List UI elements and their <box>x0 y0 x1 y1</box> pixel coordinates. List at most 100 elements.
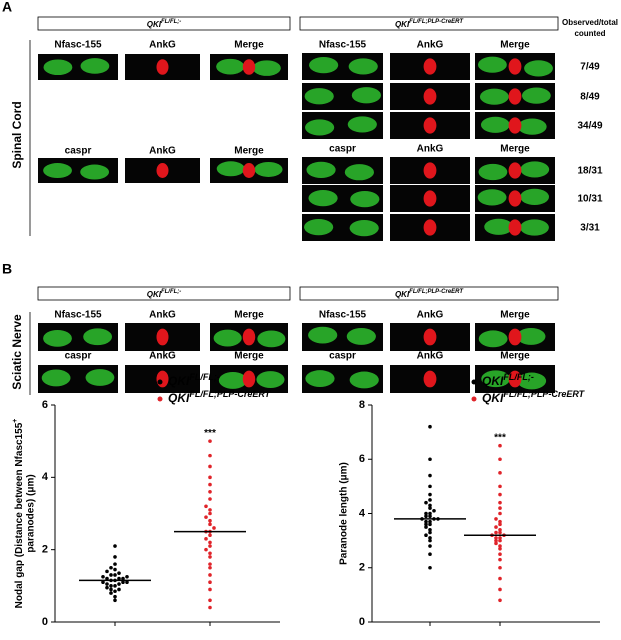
green-signal <box>349 219 379 237</box>
data-dot <box>498 443 502 448</box>
green-signal <box>481 370 511 388</box>
allele: FL/FL;PLP-CreERT <box>409 19 464 25</box>
y-label-part: Nodal gap (Distance between Nfasc155 <box>14 422 25 608</box>
green-signal <box>305 370 335 387</box>
channel-label: AnkG <box>149 40 176 51</box>
genotype-box <box>37 16 291 31</box>
channel-label: AnkG <box>417 310 444 321</box>
gene: QKI <box>395 20 410 29</box>
green-signal <box>213 329 242 347</box>
data-dot <box>428 536 432 540</box>
green-signal <box>252 60 281 76</box>
data-dot <box>105 585 109 590</box>
data-dot <box>428 492 432 497</box>
data-dot <box>208 598 212 603</box>
green-signal <box>346 328 376 345</box>
gene: QKI <box>147 20 162 29</box>
channel-label: Merge <box>234 310 264 321</box>
data-dot <box>498 538 502 543</box>
green-signal <box>516 328 546 345</box>
red-signal <box>242 370 256 388</box>
data-dot <box>494 541 498 546</box>
data-dot <box>208 580 212 585</box>
y-tick-label: 8 <box>359 399 365 411</box>
data-dot <box>498 492 502 497</box>
data-dot <box>494 530 498 535</box>
data-dot <box>498 536 502 540</box>
green-signal <box>305 119 335 136</box>
red-signal <box>508 328 522 346</box>
green-signal <box>347 116 377 133</box>
data-dot <box>428 484 432 489</box>
green-signal <box>520 161 550 178</box>
data-dot <box>212 526 216 530</box>
significance: *** <box>494 432 506 443</box>
data-dot <box>109 573 113 577</box>
data-dot <box>498 522 502 527</box>
count-header: counted <box>574 29 605 38</box>
data-dot <box>498 565 502 570</box>
data-dot <box>208 518 212 523</box>
y-axis-label: paranodes) (μm) <box>26 474 37 552</box>
red-signal <box>508 88 522 105</box>
green-signal <box>257 330 286 348</box>
data-dot <box>117 582 121 586</box>
legend-dot <box>157 396 163 402</box>
data-dot <box>204 504 208 509</box>
channel-label: Merge <box>234 40 264 51</box>
red-signal <box>156 163 169 178</box>
count-label: 7/49 <box>580 62 600 73</box>
data-dot <box>498 527 502 532</box>
y-tick-label: 2 <box>359 562 365 574</box>
data-dot <box>208 439 212 443</box>
y-axis-label: Nodal gap (Distance between Nfasc155+ <box>12 419 25 609</box>
data-dot <box>113 555 117 559</box>
channel-label: AnkG <box>149 146 176 157</box>
y-label-sup: + <box>12 419 19 423</box>
data-dot <box>117 576 121 581</box>
data-dot <box>208 490 212 494</box>
green-signal <box>304 88 334 105</box>
data-dot <box>204 547 208 552</box>
legend-entry: QKIFL/FL;- <box>168 372 220 388</box>
genotype-header: QKIFL/FL;PLP-CreERT <box>395 19 464 30</box>
data-dot <box>208 573 212 577</box>
green-signal <box>344 164 374 181</box>
side-label: Sciatic Nerve <box>10 314 24 390</box>
y-tick-label: 6 <box>42 399 48 411</box>
red-signal <box>242 328 256 346</box>
green-signal <box>350 191 380 208</box>
channel-label: caspr <box>329 351 356 362</box>
channel-label: Nfasc-155 <box>54 310 102 321</box>
channel-label: AnkG <box>417 351 444 362</box>
data-dot <box>208 475 212 480</box>
data-dot <box>428 538 432 543</box>
green-signal <box>256 371 285 388</box>
legend-dot <box>157 379 163 385</box>
data-dot <box>498 587 502 592</box>
green-signal <box>348 58 378 75</box>
data-dot <box>208 511 212 516</box>
legend-sup: FL/FL;- <box>503 372 534 382</box>
data-dot <box>113 584 117 588</box>
data-dot <box>424 519 428 524</box>
red-signal <box>423 88 437 105</box>
data-dot <box>498 511 502 516</box>
red-signal <box>156 328 169 346</box>
data-dot <box>208 453 212 458</box>
green-signal <box>517 372 547 390</box>
data-dot <box>428 514 432 519</box>
data-dot <box>498 519 502 524</box>
data-dot <box>428 457 432 462</box>
data-dot <box>208 508 212 512</box>
genotype-box <box>299 16 559 31</box>
red-signal <box>508 162 522 179</box>
data-dot <box>208 565 212 570</box>
channel-label: Merge <box>234 146 264 157</box>
green-signal <box>478 163 508 181</box>
data-dot <box>428 506 432 510</box>
red-signal <box>423 190 437 207</box>
data-dot <box>428 522 432 527</box>
red-signal <box>156 370 169 388</box>
